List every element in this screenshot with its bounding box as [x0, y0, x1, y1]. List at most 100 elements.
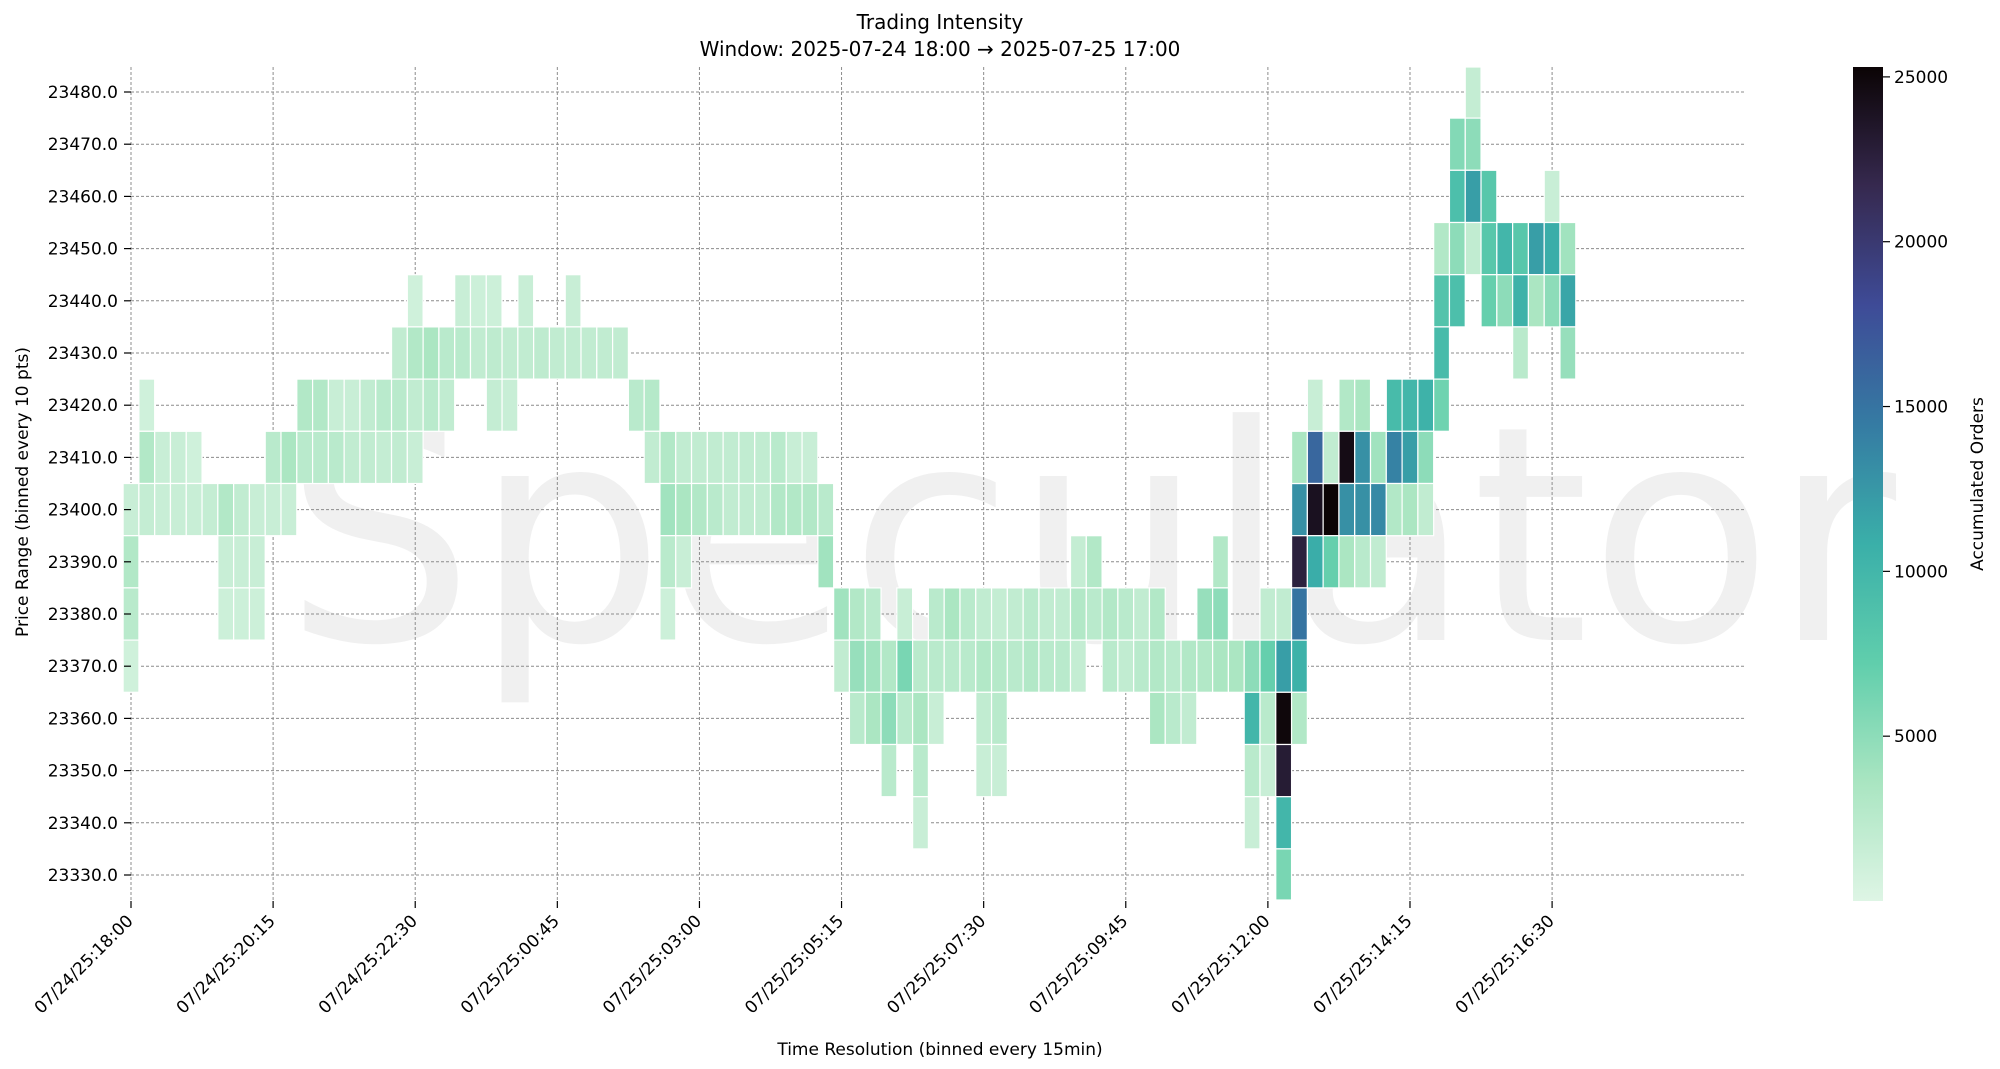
heatmap-cell	[1559, 274, 1577, 328]
y-tick-label: 23350.0	[48, 762, 118, 782]
y-tick-label: 23440.0	[48, 292, 118, 312]
heatmap-cell	[785, 430, 803, 485]
heatmap-cell	[1101, 587, 1119, 641]
heatmap-cell	[848, 587, 866, 641]
heatmap-cell	[1354, 482, 1372, 537]
x-tick-label: 07/25/25:16:30	[1452, 911, 1559, 1018]
heatmap-cell	[122, 639, 140, 693]
heatmap-cell	[1448, 169, 1466, 224]
heatmap-cell	[169, 482, 187, 537]
heatmap-cell	[564, 274, 582, 328]
heatmap-cell	[896, 587, 914, 641]
y-tick-label: 23470.0	[48, 135, 118, 155]
heatmap-cell	[1196, 639, 1214, 693]
heatmap-cell	[975, 639, 993, 693]
heatmap-cell	[1448, 274, 1466, 328]
y-tick-label: 23460.0	[48, 187, 118, 207]
heatmap-cell	[1085, 535, 1103, 589]
heatmap-cell	[1275, 691, 1293, 746]
heatmap-cell	[1164, 639, 1182, 693]
heatmap-cell	[880, 691, 898, 746]
heatmap-cell	[1227, 639, 1245, 693]
heatmap-cell	[1512, 274, 1530, 328]
x-tick-label: 07/25/25:05:15	[741, 911, 848, 1018]
heatmap-cell	[1369, 535, 1387, 589]
heatmap-cell	[1448, 221, 1466, 276]
heatmap-cell	[833, 639, 851, 693]
x-tick-label: 07/24/25:18:00	[31, 911, 138, 1018]
heatmap-cell	[1480, 274, 1498, 328]
heatmap-cell	[1401, 482, 1419, 537]
heatmap-cell	[138, 378, 156, 432]
heatmap-cell	[454, 274, 472, 328]
heatmap-cell	[990, 639, 1008, 693]
colorbar-label: Accumulated Orders	[1968, 397, 1988, 571]
heatmap-cell	[1496, 221, 1514, 276]
heatmap-cell	[611, 326, 629, 380]
heatmap-cell	[311, 378, 329, 432]
heatmap-cell	[390, 378, 408, 432]
heatmap-cell	[675, 430, 693, 485]
heatmap-cell	[1054, 639, 1072, 693]
heatmap-cell	[1259, 639, 1277, 693]
heatmap-cell	[675, 482, 693, 537]
x-tick-label: 07/25/25:03:00	[599, 911, 706, 1018]
heatmap-cell	[690, 482, 708, 537]
heatmap-cell	[1306, 430, 1324, 485]
heatmap-cell	[1354, 430, 1372, 485]
heatmap-cell	[880, 743, 898, 798]
heatmap-cell	[927, 587, 945, 641]
heatmap-cell	[201, 482, 219, 537]
heatmap-cell	[1322, 535, 1340, 589]
heatmap-cell	[769, 482, 787, 537]
heatmap-cell	[959, 587, 977, 641]
y-tick-label: 23360.0	[48, 709, 118, 729]
heatmap-cell	[1006, 639, 1024, 693]
heatmap-cell	[1290, 430, 1308, 485]
heatmap-cell	[1338, 535, 1356, 589]
heatmap-cell	[1433, 274, 1451, 328]
heatmap-cell	[469, 326, 487, 380]
heatmap-cell	[1085, 587, 1103, 641]
heatmap-cell	[154, 482, 172, 537]
heatmap-cell	[169, 430, 187, 485]
heatmap-cell	[1196, 587, 1214, 641]
heatmap-cell	[1433, 326, 1451, 380]
heatmap-cell	[217, 535, 235, 589]
heatmap-cell	[817, 482, 835, 537]
heatmap-cell	[1385, 430, 1403, 485]
heatmap-cell	[469, 274, 487, 328]
heatmap-cell	[1180, 639, 1198, 693]
heatmap-cell	[1054, 587, 1072, 641]
heatmap-cell	[1559, 326, 1577, 380]
heatmap-cells	[122, 66, 1577, 901]
heatmap-cell	[438, 378, 456, 432]
heatmap-cell	[1069, 535, 1087, 589]
heatmap-cell	[1559, 221, 1577, 276]
heatmap-cell	[185, 430, 203, 485]
heatmap-cell	[659, 587, 677, 641]
heatmap-cell	[1290, 691, 1308, 746]
heatmap-cell	[1275, 587, 1293, 641]
heatmap-cell	[864, 639, 882, 693]
colorbar-tick-label: 20000	[1894, 233, 1948, 253]
heatmap-cell	[659, 430, 677, 485]
heatmap-cell	[1212, 587, 1230, 641]
heatmap-cell	[1480, 169, 1498, 224]
heatmap-cell	[975, 691, 993, 746]
heatmap-cell	[217, 482, 235, 537]
heatmap-cell	[896, 691, 914, 746]
heatmap-cell	[1433, 378, 1451, 432]
heatmap-cell	[1417, 430, 1435, 485]
x-tick-label: 07/24/25:20:15	[173, 911, 280, 1018]
heatmap-cell	[1117, 587, 1135, 641]
heatmap-cell	[248, 587, 266, 641]
heatmap-cell	[1022, 639, 1040, 693]
heatmap-cell	[848, 691, 866, 746]
heatmap-cell	[406, 326, 424, 380]
heatmap-cell	[1259, 743, 1277, 798]
heatmap-cell	[375, 430, 393, 485]
heatmap-cell	[990, 691, 1008, 746]
heatmap-cell	[706, 430, 724, 485]
